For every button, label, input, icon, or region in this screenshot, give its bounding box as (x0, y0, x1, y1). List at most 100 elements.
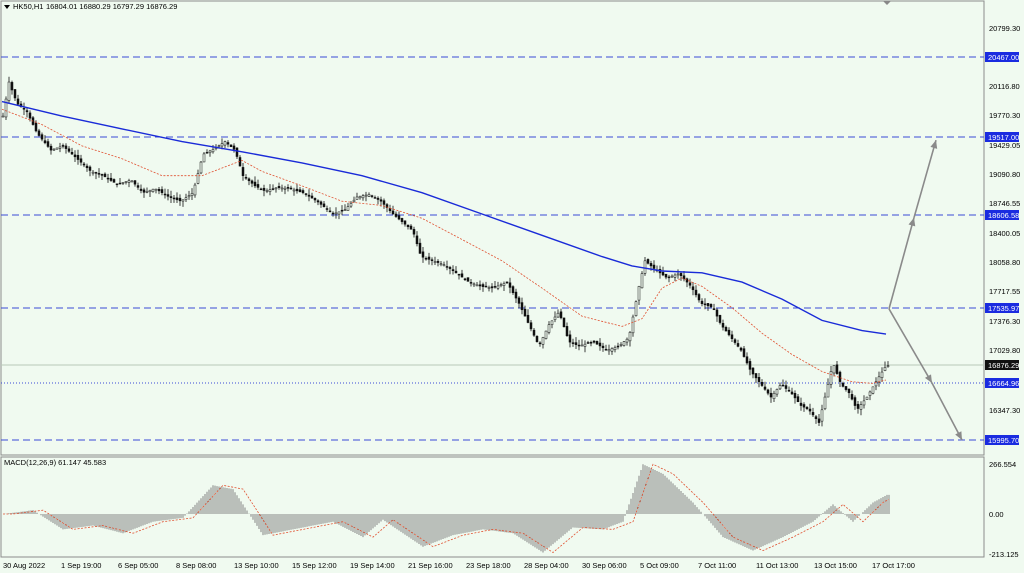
candle-body (286, 187, 290, 189)
candle-body (340, 209, 344, 212)
candle-body (148, 189, 152, 193)
projection-arrows[interactable] (888, 139, 963, 441)
level-tag: 16664.96 (988, 379, 1019, 388)
level-tag: 17535.97 (988, 304, 1019, 313)
candle-body (253, 181, 257, 187)
candle-body (748, 361, 752, 370)
candle-body (523, 308, 527, 317)
candle-body (763, 386, 767, 390)
candle-body (160, 189, 164, 193)
candle-body (367, 194, 371, 197)
candle-body (853, 397, 857, 406)
candle-body (772, 392, 776, 399)
time-tick: 15 Sep 12:00 (292, 561, 337, 570)
candle-body (334, 212, 338, 215)
candle-body (742, 348, 746, 357)
candle-body (358, 196, 362, 199)
candle-body (244, 177, 248, 179)
candle-body (250, 180, 254, 184)
candle-body (787, 389, 791, 392)
candle-body (649, 263, 653, 267)
candle-body (874, 381, 878, 387)
candle-body (706, 303, 710, 307)
candle-body (841, 382, 845, 387)
dropdown-triangle-icon[interactable] (4, 5, 10, 9)
candle-body (472, 283, 476, 286)
candle-body (391, 210, 395, 215)
candle-body (85, 165, 89, 169)
candle-body (625, 338, 629, 343)
candle-body (283, 187, 287, 190)
candle-body (721, 323, 725, 328)
candle-body (181, 199, 185, 202)
candle-body (88, 166, 92, 171)
candle-body (565, 326, 569, 337)
candle-body (397, 215, 401, 220)
candle-body (346, 206, 350, 211)
candle-body (208, 150, 212, 154)
candle-body (25, 110, 29, 113)
candle-body (271, 188, 275, 190)
candle-body (307, 194, 311, 197)
candle-body (607, 349, 611, 352)
arrow-head-icon (908, 217, 916, 227)
candle-body (73, 154, 77, 158)
candle-body (850, 394, 854, 400)
candle-body (517, 297, 521, 304)
candle-body (178, 197, 182, 202)
candle-body (580, 344, 584, 347)
candle-body (34, 122, 38, 132)
candle-body (592, 340, 596, 343)
macd-panel-area[interactable] (0, 456, 985, 558)
candle-body (634, 301, 638, 317)
candle-body (70, 152, 74, 155)
macd-label: MACD(12,26,9) 61.147 45.583 (4, 458, 106, 467)
candle-body (877, 376, 881, 383)
candle-body (223, 141, 227, 146)
candle-body (754, 373, 758, 379)
candle-body (193, 184, 197, 196)
price-tick: 17376.30 (989, 317, 1020, 326)
candle-body (541, 337, 545, 345)
level-tags: 20467.00 19517.00 18606.58 17535.97 1687… (985, 52, 1019, 445)
price-tick: 18746.55 (989, 199, 1020, 208)
candle-body (667, 276, 671, 279)
candle-body (385, 204, 389, 208)
candle-body (328, 210, 332, 213)
candle-body (133, 180, 137, 185)
candle-body (202, 153, 206, 163)
candle-body (646, 259, 650, 264)
candle-body (301, 190, 305, 193)
candle-body (232, 145, 236, 150)
candle-body (322, 203, 326, 208)
candle-body (595, 341, 599, 345)
candle-body (343, 209, 347, 211)
macd-tick: -213.125 (989, 550, 1019, 559)
candle-body (76, 154, 80, 160)
candle-body (220, 143, 224, 147)
ohlc-values: 16804.01 16880.29 16797.29 16876.29 (46, 2, 177, 11)
candle-body (571, 342, 575, 344)
candle-body (241, 167, 245, 176)
candle-body (61, 145, 65, 147)
candle-body (196, 173, 200, 184)
candle-body (799, 402, 803, 406)
candle-body (832, 365, 836, 374)
candle-body (727, 329, 731, 336)
candle-body (400, 218, 404, 222)
candle-body (406, 224, 410, 228)
price-chart-area[interactable] (0, 0, 985, 456)
candle-body (427, 256, 431, 260)
candle-body (475, 284, 479, 287)
price-tick: 19770.30 (989, 111, 1020, 120)
scroll-marker-icon (883, 1, 891, 5)
candle-body (316, 200, 320, 203)
candle-body (715, 309, 719, 317)
candle-body (103, 173, 107, 178)
candle-body (352, 199, 356, 203)
candle-body (409, 225, 413, 230)
candle-body (577, 344, 581, 347)
price-tick: 16347.30 (989, 406, 1020, 415)
candle-body (700, 300, 704, 305)
candle-body (355, 196, 359, 200)
